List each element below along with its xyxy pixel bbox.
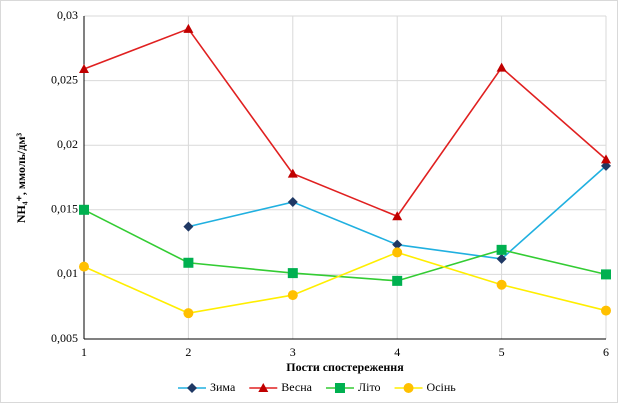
series-line [83, 209, 607, 282]
data-point [183, 23, 194, 33]
data-point [601, 305, 611, 316]
x-tick-label: 2 [185, 345, 191, 359]
data-point [392, 211, 403, 221]
data-point [79, 63, 89, 73]
legend-marker [334, 383, 345, 393]
x-tick-label: 5 [499, 345, 505, 359]
legend-item: Осінь [394, 380, 457, 394]
y-tick-label: 0,03 [57, 8, 78, 22]
data-point [183, 257, 194, 268]
data-point [496, 62, 507, 72]
y-tick-label: 0,005 [51, 331, 78, 345]
legend-marker [187, 383, 197, 393]
legend-item: Літо [325, 380, 381, 394]
x-axis-label: Пости спостереження [286, 360, 404, 374]
y-tick-label: 0,01 [57, 266, 78, 280]
legend-item: Весна [249, 380, 313, 394]
data-point [183, 221, 194, 232]
y-axis-label: NH₄⁺, ммоль/дм³ [14, 132, 28, 223]
data-point [601, 269, 611, 280]
y-tick-label: 0,02 [57, 137, 78, 151]
legend-marker [258, 383, 269, 392]
legend-label: Літо [358, 380, 381, 394]
x-tick-label: 4 [394, 345, 400, 359]
data-point [601, 154, 611, 164]
x-tick-label: 1 [81, 345, 87, 359]
legend-item: Зима [178, 380, 236, 394]
data-point [392, 275, 403, 286]
data-point [496, 279, 507, 290]
legend-label: Осінь [427, 380, 457, 394]
series-line [83, 27, 607, 218]
x-tick-label: 3 [290, 345, 296, 359]
data-point [287, 197, 298, 208]
data-point [79, 204, 89, 215]
legend-marker [403, 383, 414, 393]
data-point [496, 244, 507, 255]
y-tick-label: 0,015 [51, 202, 78, 216]
data-point [496, 253, 507, 264]
data-point [392, 239, 403, 250]
series-line [83, 251, 607, 314]
legend-label: Зима [210, 380, 236, 394]
x-tick-label: 6 [603, 345, 609, 359]
y-tick-label: 0,025 [51, 72, 78, 86]
data-point [287, 268, 298, 279]
data-point [79, 261, 89, 272]
data-point [287, 168, 298, 178]
data-point [183, 308, 194, 319]
data-point [392, 247, 403, 258]
data-point [287, 290, 298, 301]
legend-label: Весна [281, 380, 312, 394]
